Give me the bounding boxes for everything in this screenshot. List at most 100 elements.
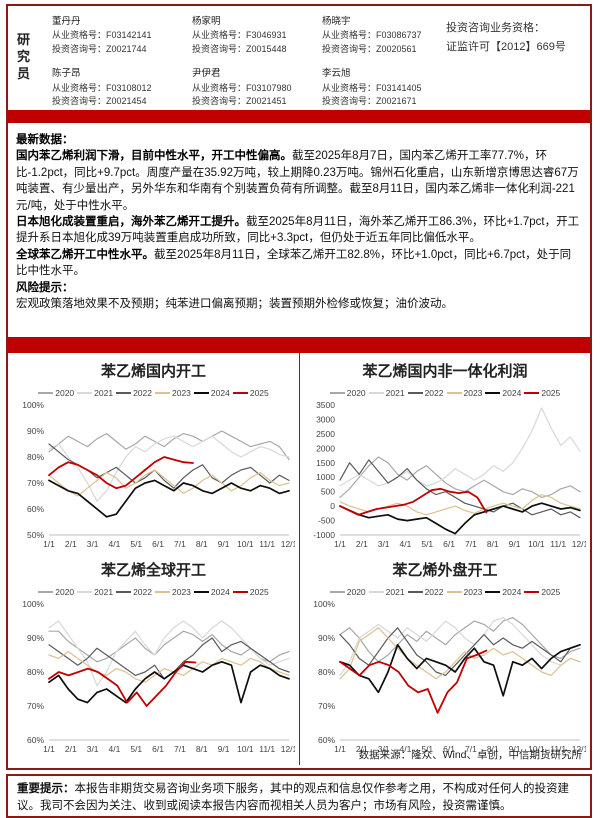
svg-text:11/1: 11/1 — [550, 744, 566, 754]
legend-label: 2021 — [385, 587, 405, 597]
legend-item: 2023 — [446, 388, 482, 398]
svg-text:10/1: 10/1 — [237, 539, 254, 549]
svg-text:9/1: 9/1 — [509, 539, 521, 549]
legend-swatch — [524, 392, 540, 394]
svg-text:11/1: 11/1 — [550, 539, 566, 549]
legend-swatch — [38, 392, 54, 394]
legend-label: 2023 — [172, 388, 191, 398]
legend-label: 2021 — [94, 587, 114, 597]
legend-label: 2020 — [55, 388, 75, 398]
svg-text:70%: 70% — [26, 478, 43, 488]
risk-heading: 风险提示： — [16, 281, 74, 294]
svg-text:3500: 3500 — [316, 400, 335, 410]
researcher-name: 李云旭 — [322, 68, 351, 80]
svg-text:50%: 50% — [26, 530, 43, 540]
legend-item: 2025 — [524, 587, 560, 597]
svg-text:100%: 100% — [313, 599, 335, 609]
legend-item: 2025 — [524, 388, 560, 398]
legend-label: 2022 — [424, 587, 444, 597]
legend-label: 2023 — [172, 587, 191, 597]
advisory-number: 投资咨询号：Z0021671 — [322, 96, 417, 106]
qualification-line1: 投资咨询业务资格： — [446, 22, 545, 34]
svg-text:8/1: 8/1 — [195, 744, 207, 754]
legend-swatch — [407, 591, 423, 593]
legend-item: 2020 — [38, 587, 74, 597]
paragraph-overseas: 日本旭化成装置重启，海外苯乙烯开工提升。截至2025年8月11日，海外苯乙烯开工… — [16, 214, 582, 247]
advisory-number: 投资咨询号：Z0021744 — [52, 43, 147, 54]
svg-text:500: 500 — [321, 487, 335, 497]
svg-text:80%: 80% — [318, 667, 335, 677]
svg-text:6/1: 6/1 — [152, 539, 164, 549]
researcher-vertical-label: 研究员 — [17, 32, 31, 81]
chart-title: 苯乙烯全球开工 — [100, 562, 206, 579]
researcher-card: 杨晓宇 从业资格号：F03086737 投资咨询号：Z0020561 — [322, 15, 448, 56]
svg-text:8/1: 8/1 — [487, 744, 499, 754]
svg-text:11/1: 11/1 — [259, 539, 275, 549]
chart-legend: 2020 2021 2022 2023 2024 2025 — [300, 388, 590, 398]
chart-title: 苯乙烯国内非一体化利润 — [362, 363, 528, 380]
svg-text:1/1: 1/1 — [43, 539, 55, 549]
paragraph-overseas-body: 截至2025年8月11日，海外苯乙烯开工86.3%，环比+1.7pct，开工提升… — [16, 216, 580, 245]
researcher-header: 研究员 董丹丹 从业资格号：F03142141 投资咨询号：Z0021744 杨… — [8, 6, 590, 110]
researcher-card: 杨家明 从业资格号：F3046931 投资咨询号：Z0015448 — [192, 15, 322, 56]
chart-legend: 2020 2021 2022 2023 2024 2025 — [300, 587, 590, 597]
legend-label: 2022 — [424, 388, 444, 398]
legend-label: 2024 — [210, 388, 230, 398]
legend-swatch — [485, 392, 501, 394]
charts-grid: 苯乙烯国内开工 2020 2021 2022 2023 2024 2025 100% 90%… — [8, 353, 590, 765]
chart-canvas: 100% 90% 80% 70% 60% 50%1/1 2/1 3/1 4/1 5/1 6/1 7/1… — [22, 400, 295, 549]
legend-label: 2020 — [346, 587, 366, 597]
legend-label: 2022 — [133, 388, 152, 398]
practice-number: 从业资格号：F03141405 — [322, 82, 422, 93]
svg-text:9/1: 9/1 — [509, 744, 521, 754]
legend-item: 2021 — [368, 388, 405, 398]
practice-number: 从业资格号：F03108012 — [52, 82, 152, 93]
chart-canvas: 3500 3000 2500 2000 1500 1000 500 0 -500 -10001/1… — [313, 400, 586, 549]
svg-text:6/1: 6/1 — [443, 539, 455, 549]
svg-text:8/1: 8/1 — [487, 539, 499, 549]
legend-swatch — [116, 392, 132, 394]
svg-text:60%: 60% — [26, 735, 43, 745]
svg-text:11/1: 11/1 — [259, 744, 275, 754]
paragraph-global: 全球苯乙烯开工中性水平。截至2025年8月11日，全球苯乙烯开工82.8%，环比… — [16, 247, 582, 280]
legend-swatch — [329, 591, 345, 593]
legend-label: 2021 — [385, 388, 405, 398]
report-frame: 研究员 董丹丹 从业资格号：F03142141 投资咨询号：Z0021744 杨… — [6, 4, 592, 770]
svg-text:4/1: 4/1 — [400, 539, 412, 549]
svg-text:9/1: 9/1 — [217, 744, 229, 754]
legend-item: 2024 — [193, 587, 230, 597]
svg-text:3000: 3000 — [316, 414, 335, 424]
legend-item: 2020 — [329, 587, 366, 597]
risk-text: 宏观政策落地效果不及预期；纯苯进口偏离预期；装置预期外检修或恢复；油价波动。 — [16, 298, 453, 311]
latest-data-section: 最新数据： 国内苯乙烯利润下滑，目前中性水平，开工中性偏高。截至2025年8月7… — [8, 123, 590, 337]
svg-text:7/1: 7/1 — [465, 744, 477, 754]
paragraph-domestic-lead: 国内苯乙烯利润下滑，目前中性水平，开工中性偏高。 — [16, 150, 292, 163]
legend-item: 2025 — [232, 587, 269, 597]
footer-disclaimer: 重要提示：本报告非期货交易咨询业务项下服务，其中的观点和信息仅作参考之用，不构成… — [6, 774, 592, 818]
researcher-name: 杨家明 — [192, 16, 221, 27]
svg-text:7/1: 7/1 — [173, 744, 185, 754]
svg-text:90%: 90% — [26, 426, 43, 436]
svg-text:100%: 100% — [22, 599, 44, 609]
legend-swatch — [155, 392, 170, 394]
svg-text:3/1: 3/1 — [378, 744, 390, 754]
legend-swatch — [407, 392, 423, 394]
legend-swatch — [193, 591, 209, 593]
practice-number: 从业资格号：F03107980 — [192, 82, 292, 93]
legend-item: 2023 — [155, 587, 191, 597]
svg-text:1500: 1500 — [316, 458, 335, 468]
svg-text:6/1: 6/1 — [152, 744, 164, 754]
latest-data-heading: 最新数据： — [16, 134, 74, 146]
svg-text:6/1: 6/1 — [443, 744, 455, 754]
legend-item: 2024 — [193, 388, 230, 398]
svg-text:3/1: 3/1 — [86, 744, 98, 754]
svg-text:90%: 90% — [26, 633, 43, 643]
researcher-name: 杨晓宇 — [322, 16, 351, 27]
legend-item: 2024 — [485, 587, 521, 597]
legend-item: 2025 — [232, 388, 269, 398]
svg-text:5/1: 5/1 — [130, 744, 142, 754]
footer-disclaimer-lead: 重要提示： — [17, 783, 75, 795]
svg-text:100%: 100% — [22, 400, 44, 410]
svg-text:12/1: 12/1 — [572, 744, 586, 754]
legend-item: 2022 — [116, 388, 152, 398]
